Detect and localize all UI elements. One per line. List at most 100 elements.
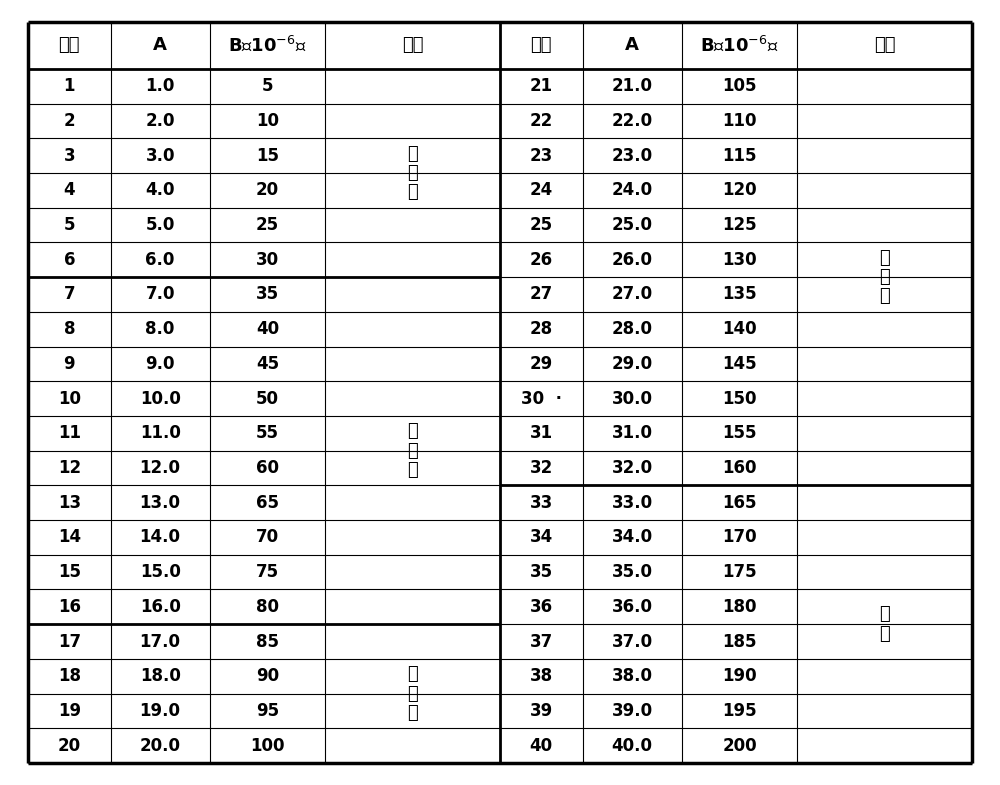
Text: 26: 26 [530,250,553,268]
Text: 1: 1 [64,77,75,95]
Text: 105: 105 [722,77,757,95]
Text: 155: 155 [722,424,757,442]
Text: 18: 18 [58,667,81,685]
Text: 190: 190 [722,667,757,685]
Text: 125: 125 [722,216,757,234]
Text: 90: 90 [256,667,279,685]
Text: 31: 31 [530,424,553,442]
Text: 145: 145 [722,355,757,373]
Text: 17.0: 17.0 [140,633,181,651]
Text: 39.0: 39.0 [612,702,653,720]
Text: 超
标: 超 标 [879,605,890,643]
Text: 18.0: 18.0 [140,667,181,685]
Text: 35: 35 [256,286,279,304]
Text: 4: 4 [63,181,75,199]
Text: 115: 115 [722,147,757,165]
Text: 32: 32 [530,459,553,477]
Text: 35.0: 35.0 [612,563,653,581]
Text: 29.0: 29.0 [612,355,653,373]
Text: 22.0: 22.0 [612,112,653,130]
Text: 175: 175 [722,563,757,581]
Text: 34.0: 34.0 [612,528,653,546]
Text: 10.0: 10.0 [140,389,181,407]
Text: 50: 50 [256,389,279,407]
Text: 31.0: 31.0 [612,424,653,442]
Text: 7: 7 [63,286,75,304]
Text: 55: 55 [256,424,279,442]
Text: 165: 165 [722,494,757,512]
Text: 24.0: 24.0 [612,181,653,199]
Text: 5.0: 5.0 [145,216,175,234]
Text: 14: 14 [58,528,81,546]
Text: 24: 24 [530,181,553,199]
Text: 等级: 等级 [402,36,423,54]
Text: 21: 21 [530,77,553,95]
Text: 25: 25 [530,216,553,234]
Text: 20: 20 [58,736,81,754]
Text: 27: 27 [530,286,553,304]
Text: 140: 140 [722,320,757,338]
Text: 12: 12 [58,459,81,477]
Text: 13: 13 [58,494,81,512]
Text: 70: 70 [256,528,279,546]
Text: 25.0: 25.0 [612,216,653,234]
Text: 16: 16 [58,598,81,615]
Text: 13.0: 13.0 [140,494,181,512]
Text: 100: 100 [250,736,285,754]
Text: 16.0: 16.0 [140,598,181,615]
Text: 23.0: 23.0 [612,147,653,165]
Text: 5: 5 [64,216,75,234]
Text: 80: 80 [256,598,279,615]
Text: 25: 25 [256,216,279,234]
Text: 编号: 编号 [531,36,552,54]
Text: 合
格
品: 合 格 品 [407,665,418,722]
Text: 38: 38 [530,667,553,685]
Text: 9.0: 9.0 [145,355,175,373]
Text: 65: 65 [256,494,279,512]
Text: 185: 185 [722,633,757,651]
Text: 95: 95 [256,702,279,720]
Text: 28.0: 28.0 [612,320,653,338]
Text: 8.0: 8.0 [145,320,175,338]
Text: 30  ·: 30 · [521,389,562,407]
Text: 1.0: 1.0 [145,77,175,95]
Text: 一
等
品: 一 等 品 [407,422,418,479]
Text: 110: 110 [722,112,757,130]
Text: 60: 60 [256,459,279,477]
Text: 17: 17 [58,633,81,651]
Text: 135: 135 [722,286,757,304]
Text: 合
格
品: 合 格 品 [879,249,890,305]
Text: 36: 36 [530,598,553,615]
Text: 160: 160 [722,459,757,477]
Text: 130: 130 [722,250,757,268]
Text: 36.0: 36.0 [612,598,653,615]
Text: 5: 5 [262,77,273,95]
Text: 34: 34 [530,528,553,546]
Text: 195: 195 [722,702,757,720]
Text: 27.0: 27.0 [612,286,653,304]
Text: 85: 85 [256,633,279,651]
Text: 2.0: 2.0 [145,112,175,130]
Text: 7.0: 7.0 [145,286,175,304]
Text: 39: 39 [530,702,553,720]
Text: 15.0: 15.0 [140,563,181,581]
Text: 37.0: 37.0 [612,633,653,651]
Text: 8: 8 [64,320,75,338]
Text: 37: 37 [530,633,553,651]
Text: 21.0: 21.0 [612,77,653,95]
Text: 4.0: 4.0 [145,181,175,199]
Text: 30.0: 30.0 [612,389,653,407]
Text: 3.0: 3.0 [145,147,175,165]
Text: 编号: 编号 [59,36,80,54]
Text: 33.0: 33.0 [612,494,653,512]
Text: 30: 30 [256,250,279,268]
Text: 等级: 等级 [874,36,895,54]
Text: 14.0: 14.0 [140,528,181,546]
Text: 45: 45 [256,355,279,373]
Text: 11.0: 11.0 [140,424,181,442]
Text: 10: 10 [256,112,279,130]
Text: 优
等
品: 优 等 品 [407,144,418,202]
Text: 19: 19 [58,702,81,720]
Text: 20: 20 [256,181,279,199]
Text: 20.0: 20.0 [140,736,181,754]
